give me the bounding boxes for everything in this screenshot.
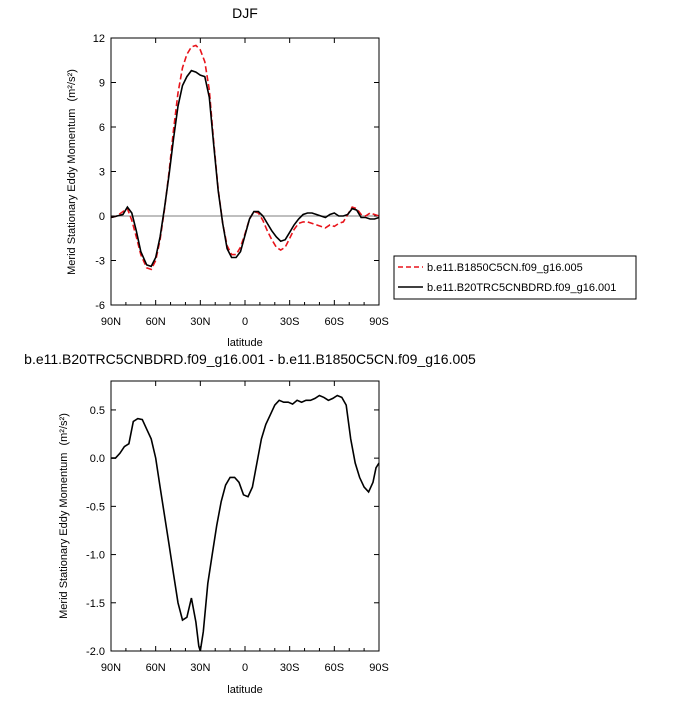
series-line-difference [111,394,380,652]
legend-label-b20trc: b.e11.B20TRC5CNBDRD.f09_g16.001 [427,282,616,294]
bottom-x-tick-label: 30N [190,662,210,674]
bottom-x-tick-label: 30S [280,662,300,674]
top-chart: DJF -6 -3 0 3 6 9 12 90N 60N 30N 0 30S 60S 90S latit… [66,5,389,349]
legend-box [393,255,637,300]
top-x-tick-label: 30N [190,316,210,328]
bottom-x-tick-label: 90S [369,662,389,674]
bottom-chart: b.e11.B20TRC5CNBDRD.f09_g16.001 - b.e11.… [24,351,476,696]
bottom-y-tick-label: 0.0 [90,453,105,465]
bottom-y-axis-label-unit: (m²/s²) [58,413,70,445]
top-y-ticks: -6 -3 0 3 6 9 12 [93,33,379,312]
bottom-y-tick-label: -1.0 [86,550,105,562]
top-x-tick-label: 90N [101,316,121,328]
top-y-tick-label: 6 [99,122,105,134]
bottom-y-axis-label-text: Merid Stationary Eddy Momentum [58,453,70,619]
top-y-tick-label: -6 [95,300,105,312]
bottom-x-tick-label: 90N [101,662,121,674]
top-x-tick-label: 30S [280,316,300,328]
bottom-chart-title: b.e11.B20TRC5CNBDRD.f09_g16.001 - b.e11.… [24,351,476,367]
top-y-tick-label: 9 [99,78,105,90]
bottom-x-ticks: 90N 60N 30N 0 30S 60S 90S [101,381,389,674]
bottom-x-tick-label: 60N [146,662,166,674]
top-y-tick-label: 0 [99,211,105,223]
top-chart-title: DJF [232,5,258,21]
top-x-tick-label: 90S [369,316,389,328]
top-y-axis-label: Merid Stationary Eddy Momentum (m²/s²) [66,69,78,275]
bottom-y-axis-label: Merid Stationary Eddy Momentum (m²/s²) [58,413,70,619]
bottom-y-tick-label: -0.5 [86,501,105,513]
top-x-ticks: 90N 60N 30N 0 30S 60S 90S [101,38,389,328]
top-x-axis-label: latitude [227,337,262,349]
top-x-tick-label: 60N [146,316,166,328]
bottom-y-tick-label: 0.5 [90,405,105,417]
top-y-axis-label-text: Merid Stationary Eddy Momentum [66,109,78,275]
bottom-x-tick-label: 0 [242,662,248,674]
legend: b.e11.B1850C5CN.f09_g16.005 b.e11.B20TRC… [393,255,637,300]
bottom-x-axis-label: latitude [227,684,262,696]
top-x-tick-label: 60S [325,316,345,328]
bottom-x-tick-label: 60S [325,662,345,674]
top-y-tick-label: -3 [95,256,105,268]
bottom-y-tick-label: -1.5 [86,598,105,610]
legend-label-b1850: b.e11.B1850C5CN.f09_g16.005 [427,262,583,274]
bottom-y-ticks: -2.0 -1.5 -1.0 -0.5 0.0 0.5 [86,405,379,658]
top-y-tick-label: 3 [99,167,105,179]
bottom-y-tick-label: -2.0 [86,646,105,658]
top-y-axis-label-unit: (m²/s²) [66,69,78,101]
top-y-tick-label: 12 [93,33,105,45]
top-x-tick-label: 0 [242,316,248,328]
series-line-b20trc [110,69,380,268]
bottom-plot-frame [110,380,380,652]
